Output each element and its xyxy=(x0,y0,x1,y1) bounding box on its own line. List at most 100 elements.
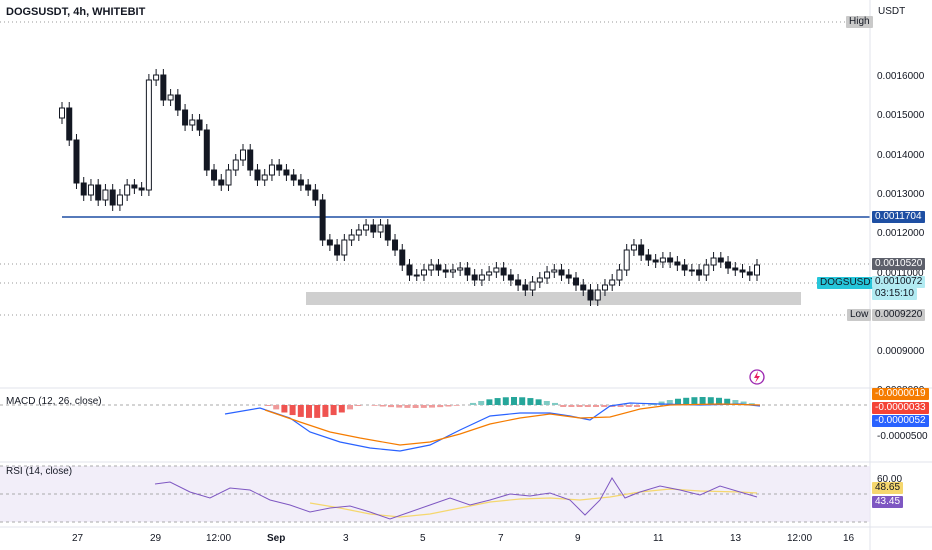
macd-bar xyxy=(445,405,452,407)
candle-body xyxy=(754,264,760,276)
high-tag: High xyxy=(846,16,873,28)
candle-body xyxy=(493,267,500,273)
candle-body xyxy=(384,224,391,241)
candle-body xyxy=(580,284,587,291)
candle-body xyxy=(609,279,616,286)
candle-body xyxy=(392,239,399,251)
candle-body xyxy=(283,169,290,176)
candle-body xyxy=(558,269,565,276)
macd-bar xyxy=(404,405,411,408)
countdown-tag: 03:15:10 xyxy=(872,288,917,300)
candle-body xyxy=(703,264,710,276)
time-tick: 11 xyxy=(653,533,664,544)
time-tick: 29 xyxy=(150,533,162,544)
macd-bar xyxy=(683,397,690,405)
candle-body xyxy=(739,269,746,273)
candle-body xyxy=(710,257,717,266)
candle-body xyxy=(696,269,703,276)
macd-line-value: -0.0000052 xyxy=(872,415,929,427)
rsi-value: 43.45 xyxy=(872,496,904,508)
macd-bar xyxy=(519,397,526,405)
chart-title: DOGSUSDT, 4h, WHITEBIT xyxy=(6,6,146,18)
macd-bar xyxy=(699,397,706,405)
candle-body xyxy=(348,234,355,241)
last-price-tag: 0.0010072 xyxy=(872,276,926,288)
flash-icon[interactable] xyxy=(749,369,765,385)
candle-body xyxy=(290,174,297,181)
macd-bar xyxy=(666,400,673,405)
macd-signal-value: -0.0000033 xyxy=(872,402,929,414)
macd-bar xyxy=(511,397,517,405)
macd-bar xyxy=(601,405,608,407)
candle-body xyxy=(536,277,543,283)
candle-body xyxy=(167,94,174,101)
macd-bar xyxy=(486,399,493,405)
candle-body xyxy=(746,271,753,276)
candle-body xyxy=(268,164,275,176)
rsi-title: RSI (14, close) xyxy=(6,466,73,477)
candle-body xyxy=(529,281,536,291)
candle-body xyxy=(449,269,456,273)
candle-body xyxy=(652,259,659,263)
candle-body xyxy=(182,109,189,126)
candle-body xyxy=(232,159,239,171)
macd-bar xyxy=(371,405,378,406)
candle-body xyxy=(688,269,695,272)
macd-bar xyxy=(412,405,419,408)
macd-bar xyxy=(297,405,304,417)
price-tick: 0.0011000 xyxy=(877,267,924,279)
candle-body xyxy=(732,267,739,271)
macd-bar xyxy=(502,397,509,405)
macd-bar xyxy=(707,397,714,405)
symbol-tag[interactable]: DOGSUSDT xyxy=(817,277,880,289)
candle-body xyxy=(73,139,80,184)
macd-bar xyxy=(634,405,640,407)
candle-body xyxy=(406,264,413,276)
candle-body xyxy=(153,74,160,81)
macd-bar xyxy=(396,405,403,408)
candle-body xyxy=(594,289,601,301)
macd-bar xyxy=(625,405,632,407)
macd-bar xyxy=(347,405,353,410)
candle-body xyxy=(174,94,181,111)
macd-histogram xyxy=(265,397,755,418)
time-tick: 12:00 xyxy=(787,533,813,544)
candle-body xyxy=(326,239,333,246)
time-tick: 3 xyxy=(343,533,349,544)
macd-bar xyxy=(281,405,288,413)
candle-body xyxy=(413,274,420,277)
macd-bar xyxy=(273,405,280,410)
time-tick: 5 xyxy=(420,533,426,544)
candle-body xyxy=(507,274,514,281)
macd-line xyxy=(224,402,761,452)
candle-body xyxy=(551,269,558,273)
candle-body xyxy=(659,257,666,263)
macd-bar xyxy=(560,405,567,407)
candle-body xyxy=(645,254,652,261)
currency-label[interactable]: USDT xyxy=(878,6,906,17)
macd-bar xyxy=(716,397,722,405)
candle-body xyxy=(312,189,319,201)
macd-bar xyxy=(543,401,550,405)
candle-body xyxy=(102,189,109,201)
candle-body xyxy=(522,284,529,291)
candle-body xyxy=(305,184,312,191)
candle-body xyxy=(471,274,478,281)
candle-body xyxy=(630,244,637,251)
macd-bar xyxy=(388,405,394,408)
candle-body xyxy=(544,271,551,279)
macd-hist-value: -0.0000019 xyxy=(872,388,929,400)
candle-body xyxy=(674,261,681,266)
macd-bar xyxy=(355,405,362,406)
candle-body xyxy=(211,169,218,181)
macd-bar xyxy=(429,405,435,408)
macd-bar xyxy=(306,405,312,418)
candle-body xyxy=(66,107,73,141)
rsi-ma-line xyxy=(309,488,758,518)
candle-body xyxy=(355,229,362,236)
time-tick: 27 xyxy=(72,533,84,544)
macd-bar xyxy=(552,402,558,405)
macd-bar xyxy=(379,405,386,407)
macd-bar xyxy=(289,405,296,416)
